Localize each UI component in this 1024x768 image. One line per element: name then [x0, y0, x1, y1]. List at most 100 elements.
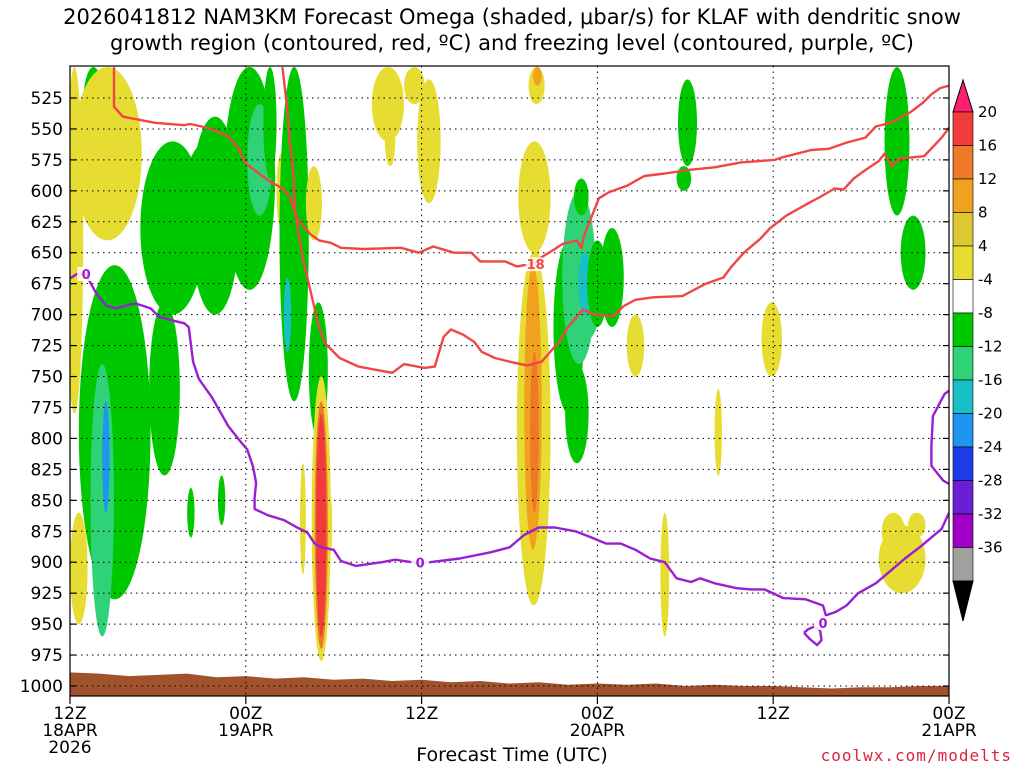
plot-frame: [69, 65, 950, 697]
colorbar-label-4: 4: [978, 237, 988, 255]
colorbar-swatch-11: [952, 446, 974, 481]
omega-cell-36: [530, 351, 539, 513]
y-tick-900: 900: [31, 553, 63, 573]
terrain-fill: [70, 672, 949, 696]
omega-cell-50: [761, 302, 782, 377]
colorbar-label-3: 8: [978, 204, 988, 222]
colorbar-label-13: -36: [978, 539, 1003, 557]
y-tick-625: 625: [31, 213, 63, 233]
x-tick-36-line-0: 00Z: [581, 704, 614, 724]
y-tick-650: 650: [31, 244, 63, 264]
omega-cell-14: [217, 475, 226, 526]
omega-cell-3: [70, 512, 88, 625]
grid-lines: [69, 66, 950, 696]
colorbar: 20 16 12 8 4 -4 -8 -12 -16 -20 -24 -28 -32 -36: [952, 78, 1003, 622]
colorbar-label-8: -16: [978, 371, 1003, 389]
omega-cell-54: [884, 67, 910, 216]
omega-cell-39: [573, 178, 589, 216]
y-tick-600: 600: [31, 182, 63, 202]
dendritic-contour-upper: [112, 67, 949, 268]
x-tick-0-line-0: 12Z: [53, 704, 86, 724]
colorbar-swatch-9: [952, 379, 974, 414]
y-tick-575: 575: [31, 151, 63, 171]
y-tick-550: 550: [31, 120, 63, 140]
colorbar-swatch-8: [952, 346, 974, 381]
y-tick-750: 750: [31, 368, 63, 388]
y-tick-800: 800: [31, 429, 63, 449]
y-tick-975: 975: [31, 646, 63, 666]
colorbar-top-arrow: [952, 78, 974, 113]
colorbar-swatch-10: [952, 413, 974, 448]
colorbar-swatch-7: [952, 312, 974, 347]
omega-cell-52: [881, 512, 906, 550]
colorbar-swatch-6: [952, 279, 974, 314]
chart-title: 2026041812 NAM3KM Forecast Omega (shaded…: [63, 5, 961, 55]
omega-cell-15: [263, 67, 277, 179]
x-tick-12-line-1: 19APR: [218, 721, 274, 741]
omega-cell-45: [677, 79, 698, 167]
site-credit[interactable]: coolwx.com/modelts: [820, 746, 1012, 765]
y-tick-725: 725: [31, 337, 63, 357]
x-tick-36-line-1: 20APR: [570, 721, 626, 741]
omega-cell-55: [900, 215, 926, 290]
omega-cell-43: [565, 364, 589, 464]
omega-cell-48: [660, 512, 670, 637]
omega-cell-13: [187, 487, 195, 538]
omega-cell-21: [300, 463, 306, 575]
y-tick-950: 950: [31, 615, 63, 635]
omega-cell-5: [90, 364, 114, 637]
omega-cell-32: [518, 141, 551, 253]
freezing-label-left: 0: [82, 268, 91, 283]
x-tick-48-line-0: 12Z: [757, 704, 790, 724]
omega-cell-49: [714, 388, 722, 476]
colorbar-label-10: -24: [978, 438, 1003, 456]
y-tick-525: 525: [31, 89, 63, 109]
omega-cell-8: [149, 302, 180, 476]
freezing-label-mid: 0: [416, 556, 425, 571]
omega-cell-4: [78, 265, 151, 600]
colorbar-label-5: -4: [978, 271, 993, 289]
colorbar-swatch-14: [952, 547, 974, 582]
colorbar-bottom-arrow: [952, 580, 974, 622]
colorbar-label-0: 20: [978, 103, 997, 121]
omega-cell-44: [600, 227, 624, 328]
freezing-label-right: 0: [818, 617, 827, 632]
terrain: [70, 672, 949, 696]
omega-cell-29: [417, 79, 441, 204]
contour-lines: [70, 66, 949, 647]
omega-cell-28: [404, 67, 425, 105]
x-tick-24-line-0: 12Z: [405, 704, 438, 724]
x-axis-label: Forecast Time (UTC): [416, 744, 608, 766]
freezing-contour-blob: [803, 625, 823, 647]
colorbar-swatch-2: [952, 145, 974, 180]
omega-cell-19: [283, 277, 292, 352]
colorbar-swatch-5: [952, 245, 974, 280]
omega-cell-47: [626, 314, 645, 377]
colorbar-label-9: -20: [978, 405, 1003, 423]
omega-cell-6: [102, 401, 110, 513]
dendritic-label: -18: [521, 258, 545, 273]
colorbar-label-7: -12: [978, 338, 1003, 356]
x-tick-0-line-1: 18APR: [42, 721, 98, 741]
x-tick-0-line-2: 2026: [48, 738, 91, 758]
colorbar-label-1: 16: [978, 137, 997, 155]
colorbar-label-6: -8: [978, 304, 993, 322]
omega-cell-27: [384, 116, 396, 167]
x-tick-12-line-0: 00Z: [229, 704, 262, 724]
contour-labels: -18 0 0 0: [77, 257, 833, 632]
y-axis: 525 550 575 600 625 650 675 700 725 750 775 800 825 8…: [20, 89, 949, 697]
y-tick-675: 675: [31, 275, 63, 295]
y-tick-925: 925: [31, 584, 63, 604]
omega-cell-17: [279, 67, 309, 402]
y-tick-875: 875: [31, 522, 63, 542]
colorbar-swatch-1: [952, 111, 974, 146]
colorbar-label-11: -28: [978, 472, 1003, 490]
freezing-contour-right: [930, 389, 949, 486]
colorbar-label-2: 12: [978, 170, 997, 188]
y-tick-1000: 1000: [20, 677, 63, 697]
omega-shading: [70, 67, 926, 662]
omega-cell-25: [316, 413, 327, 637]
dendritic-contour-lower: [281, 66, 949, 374]
colorbar-swatch-13: [952, 513, 974, 548]
